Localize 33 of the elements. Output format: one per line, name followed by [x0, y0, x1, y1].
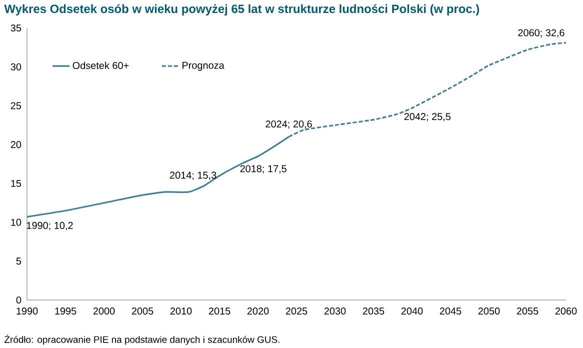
- annotation: 2018; 17,5: [240, 165, 286, 174]
- legend-label: Odsetek 60+: [72, 62, 129, 70]
- y-tick-label: 10: [11, 218, 22, 226]
- x-tick-label: 2040: [401, 308, 423, 315]
- y-tick-label: 20: [10, 141, 22, 148]
- text: Źródło: opracowanie PIE na podstawie danych i szacunków GUS.: [4, 334, 280, 345]
- annotation: 2042; 25,5: [404, 113, 451, 122]
- x-tick-label: 2025: [286, 308, 308, 315]
- y-tick-label: 5: [16, 258, 22, 265]
- chart-title: Wykres Odsetek osób w wieku powyżej 65 lat w strukturze ludności Polski (w proc.): [4, 4, 480, 16]
- annotation: 2024; 20,6: [266, 120, 312, 129]
- y-tick-label: 30: [10, 63, 22, 70]
- x-tick-label: 2060: [555, 308, 577, 315]
- annotation: 2014; 15,3: [170, 172, 216, 180]
- annotation: 2060; 32,6: [518, 29, 564, 38]
- y-tick-label: 0: [16, 296, 22, 304]
- y-tick-label: 35: [10, 24, 22, 32]
- x-tick-label: 2015: [208, 308, 230, 315]
- y-tick-label: 15: [11, 180, 22, 187]
- x-tick-label: 2005: [132, 308, 154, 315]
- x-tick-label: 2030: [324, 308, 346, 315]
- x-tick-label: 2035: [362, 308, 384, 315]
- y-tick-label: 25: [10, 102, 22, 110]
- x-tick-label: 2050: [478, 308, 500, 315]
- x-tick-label: 2010: [170, 308, 192, 315]
- x-tick-label: 1995: [55, 308, 76, 315]
- x-tick-label: 2055: [516, 308, 538, 315]
- x-tick-label: 2000: [93, 308, 115, 315]
- x-tick-label: 2020: [247, 308, 269, 315]
- x-tick-label: 1990: [16, 308, 38, 315]
- legend-label: Prognoza: [182, 62, 224, 71]
- x-tick-label: 2045: [440, 308, 462, 315]
- annotation: 1990; 10,2: [26, 222, 73, 230]
